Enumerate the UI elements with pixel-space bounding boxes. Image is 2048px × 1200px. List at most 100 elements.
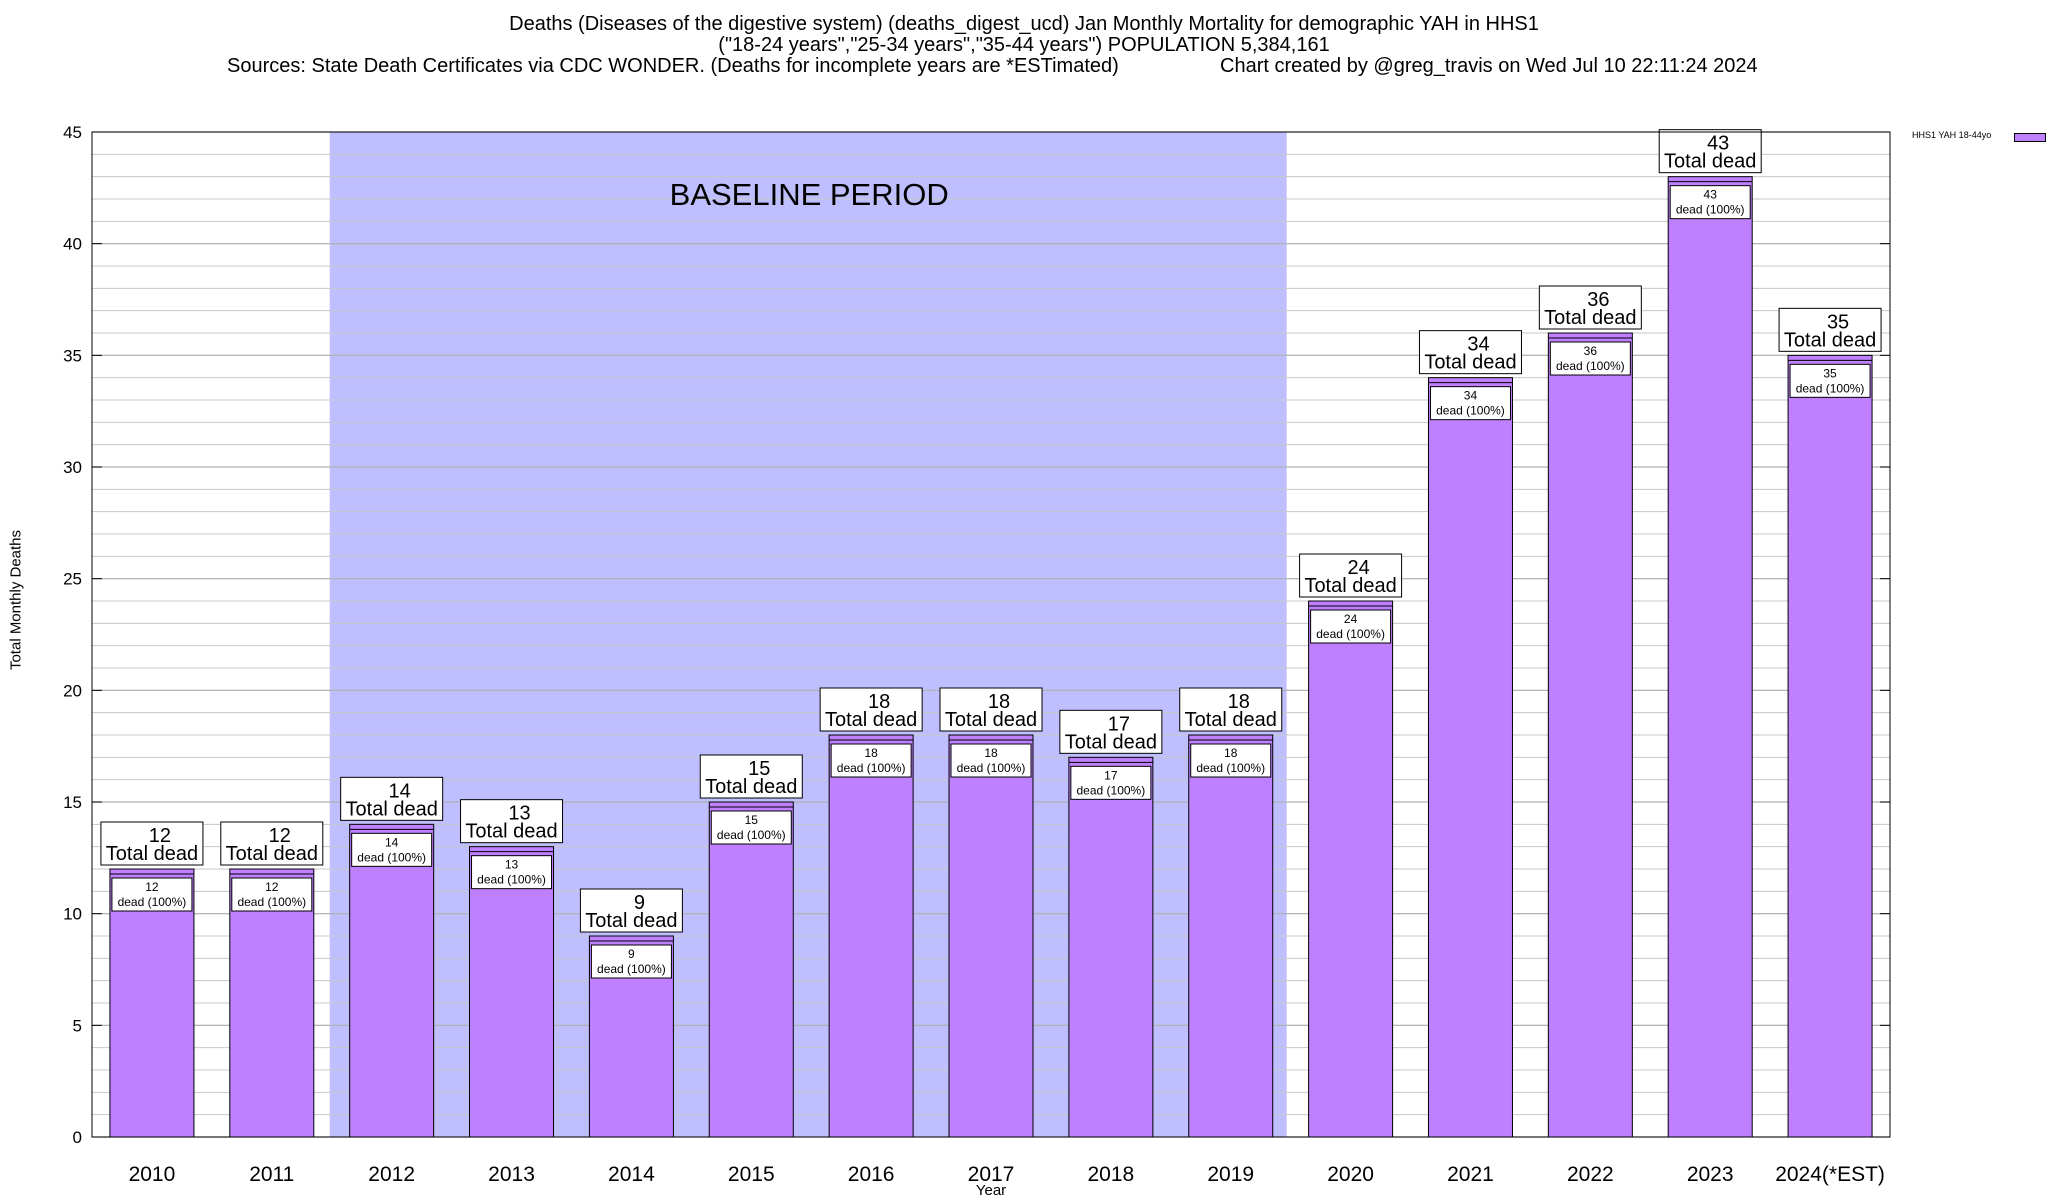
y-tick-label: 0 — [73, 1128, 82, 1147]
total-dead-label: Total dead — [1185, 709, 1277, 731]
inner-dead-label: dead (100%) — [1436, 404, 1505, 418]
bar — [948, 734, 1034, 1138]
inner-value-label: 34 — [1464, 389, 1478, 403]
total-value-label: 24 — [1347, 557, 1369, 579]
x-tick-label: 2017 — [968, 1163, 1015, 1186]
total-dead-label: Total dead — [1304, 575, 1396, 597]
inner-dead-label: dead (100%) — [1196, 761, 1265, 775]
chart-source: Sources: State Death Certificates via CD… — [227, 55, 1119, 77]
total-value-label: 36 — [1587, 289, 1609, 311]
bar — [109, 868, 195, 1138]
inner-value-label: 12 — [145, 880, 159, 894]
bar — [469, 846, 555, 1138]
total-value-label: 12 — [149, 825, 171, 847]
x-axis-label: Year — [975, 1182, 1007, 1199]
inner-label-box — [1789, 363, 1871, 398]
total-dead-label: Total dead — [1784, 329, 1876, 351]
x-tick-label: 2018 — [1088, 1163, 1135, 1186]
inner-dead-label: dead (100%) — [477, 873, 546, 887]
inner-value-label: 14 — [385, 835, 399, 849]
total-label-box — [100, 821, 204, 866]
y-axis-label: Total Monthly Deaths — [7, 529, 25, 671]
plot-frame — [91, 131, 1891, 1138]
total-value-label: 9 — [634, 892, 645, 914]
inner-value-label: 13 — [505, 858, 519, 872]
total-label-box — [220, 821, 324, 866]
inner-value-label: 18 — [1224, 746, 1238, 760]
total-value-label: 43 — [1707, 133, 1729, 155]
chart-credit: Chart created by @greg_travis on Wed Jul… — [1220, 55, 1758, 77]
total-dead-label: Total dead — [346, 798, 438, 820]
inner-value-label: 18 — [864, 746, 878, 760]
inner-dead-label: dead (100%) — [1796, 381, 1865, 395]
total-label-box — [1658, 129, 1762, 174]
inner-label-box — [1669, 185, 1751, 220]
y-tick-label: 25 — [63, 570, 82, 589]
total-value-label: 18 — [988, 691, 1010, 713]
inner-label-box — [1310, 609, 1392, 644]
inner-value-label: 36 — [1584, 344, 1598, 358]
inner-dead-label: dead (100%) — [1077, 783, 1146, 797]
total-label-box — [460, 799, 564, 844]
baseline-label: BASELINE PERIOD — [670, 177, 949, 212]
x-tick-label: 2021 — [1447, 1163, 1494, 1186]
inner-label-box — [1190, 743, 1272, 778]
total-dead-label: Total dead — [825, 709, 917, 731]
total-value-label: 34 — [1467, 334, 1489, 356]
total-label-box — [1778, 307, 1882, 352]
inner-label-box — [1429, 386, 1511, 421]
y-tick-label: 20 — [63, 681, 82, 700]
x-tick-label: 2012 — [368, 1163, 415, 1186]
total-dead-label: Total dead — [106, 843, 198, 865]
inner-dead-label: dead (100%) — [1556, 359, 1625, 373]
inner-dead-label: dead (100%) — [717, 828, 786, 842]
total-value-label: 18 — [1228, 691, 1250, 713]
total-label-box — [1179, 687, 1283, 732]
legend-swatch — [2014, 133, 2046, 142]
inner-label-box — [1549, 341, 1631, 376]
total-label-box — [819, 687, 923, 732]
inner-dead-label: dead (100%) — [237, 895, 306, 909]
total-value-label: 17 — [1108, 713, 1130, 735]
inner-value-label: 17 — [1104, 768, 1118, 782]
bar — [708, 801, 794, 1138]
inner-label-box — [471, 855, 553, 890]
x-tick-label: 2016 — [848, 1163, 895, 1186]
x-tick-label: 2013 — [488, 1163, 535, 1186]
total-dead-label: Total dead — [585, 910, 677, 932]
x-tick-label: 2022 — [1567, 1163, 1614, 1186]
inner-value-label: 18 — [984, 746, 998, 760]
total-value-label: 13 — [508, 803, 530, 825]
bar — [229, 868, 315, 1138]
inner-dead-label: dead (100%) — [957, 761, 1026, 775]
inner-label-box — [710, 810, 792, 845]
bar — [1308, 600, 1394, 1138]
x-tick-label: 2015 — [728, 1163, 775, 1186]
y-tick-label: 30 — [63, 458, 82, 477]
x-tick-label: 2020 — [1327, 1163, 1374, 1186]
total-value-label: 35 — [1827, 311, 1849, 333]
total-value-label: 18 — [868, 691, 890, 713]
bar — [1068, 756, 1154, 1138]
total-value-label: 15 — [748, 758, 770, 780]
chart-subtitle: ("18-24 years","25-34 years","35-44 year… — [718, 34, 1330, 56]
x-tick-label: 2011 — [249, 1163, 294, 1186]
total-value-label: 12 — [269, 825, 291, 847]
bar — [349, 823, 435, 1138]
total-label-box — [1538, 285, 1642, 330]
inner-label-box — [950, 743, 1032, 778]
total-label-box — [939, 687, 1043, 732]
y-tick-label: 40 — [63, 235, 82, 254]
bar — [1667, 176, 1753, 1138]
total-dead-label: Total dead — [465, 821, 557, 843]
inner-label-box — [231, 877, 313, 912]
bar — [1427, 377, 1513, 1138]
x-tick-label: 2019 — [1207, 1163, 1254, 1186]
total-label-box — [1299, 553, 1403, 598]
x-tick-label: 2014 — [608, 1163, 655, 1186]
total-dead-label: Total dead — [705, 776, 797, 798]
total-dead-label: Total dead — [226, 843, 318, 865]
inner-value-label: 12 — [265, 880, 279, 894]
inner-label-box — [1070, 765, 1152, 800]
inner-dead-label: dead (100%) — [597, 962, 666, 976]
